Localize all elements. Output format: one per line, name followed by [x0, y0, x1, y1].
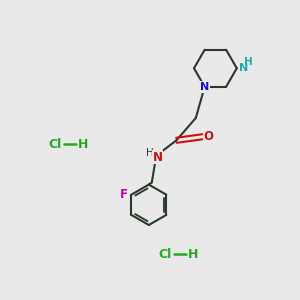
Text: H: H [146, 148, 154, 158]
Text: H: H [188, 248, 198, 260]
Text: N: N [153, 151, 163, 164]
Text: F: F [120, 188, 128, 201]
Text: Cl: Cl [158, 248, 172, 260]
Text: H: H [78, 138, 88, 151]
Text: Cl: Cl [48, 138, 62, 151]
Text: H: H [244, 57, 253, 67]
Text: N: N [200, 82, 209, 92]
Text: N: N [239, 63, 248, 73]
Text: O: O [204, 130, 214, 143]
